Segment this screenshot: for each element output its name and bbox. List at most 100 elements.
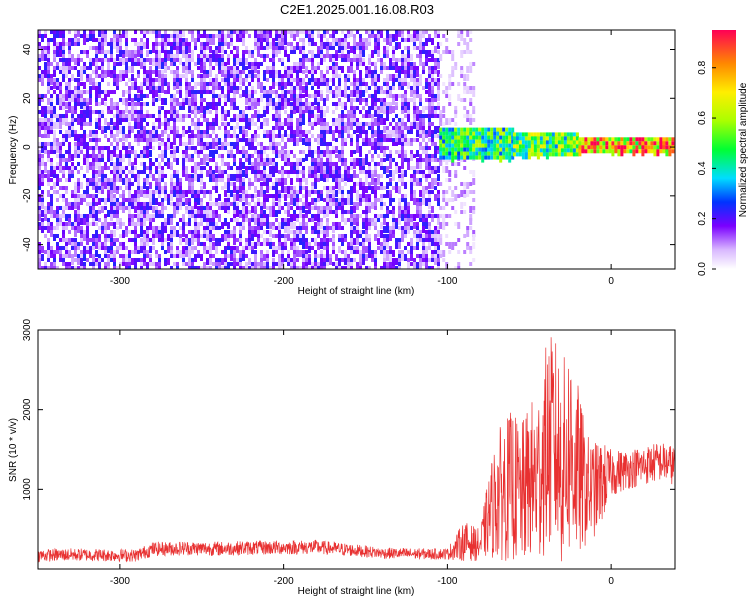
heatmap-cell xyxy=(284,158,287,165)
heatmap-cell xyxy=(89,94,92,98)
heatmap-cell xyxy=(356,158,359,162)
heatmap-cell xyxy=(203,58,206,62)
heatmap-cell xyxy=(275,30,278,34)
heatmap-cell xyxy=(416,238,419,242)
heatmap-cell xyxy=(338,174,341,178)
heatmap-cell xyxy=(281,262,284,266)
heatmap-cell xyxy=(419,162,422,169)
heatmap-cell xyxy=(62,78,65,82)
heatmap-cell xyxy=(65,250,68,254)
heatmap-cell xyxy=(104,42,107,46)
heatmap-cell xyxy=(95,214,98,221)
heatmap-cell xyxy=(167,138,170,142)
heatmap-cell xyxy=(266,110,269,114)
heatmap-cell xyxy=(419,202,422,206)
heatmap-cell xyxy=(383,50,386,54)
heatmap-cell xyxy=(197,110,200,114)
heatmap-cell xyxy=(110,98,113,105)
heatmap-cell xyxy=(308,106,311,113)
heatmap-cell xyxy=(371,118,374,122)
heatmap-cell xyxy=(227,234,230,238)
heatmap-cell xyxy=(188,42,191,46)
heatmap-cell xyxy=(266,178,269,185)
heatmap-cell xyxy=(38,98,41,105)
heatmap-cell xyxy=(362,126,365,130)
heatmap-cell xyxy=(311,198,314,205)
heatmap-cell xyxy=(251,154,254,158)
heatmap-cell xyxy=(185,46,188,53)
heatmap-cell xyxy=(125,178,128,182)
heatmap-cell xyxy=(98,154,101,158)
heatmap-cell xyxy=(401,78,404,82)
heatmap-cell xyxy=(140,190,143,197)
heatmap-cell xyxy=(110,162,113,166)
heatmap-cell xyxy=(224,202,227,206)
heatmap-cell xyxy=(143,246,146,250)
heatmap-cell xyxy=(398,210,401,214)
heatmap-cell xyxy=(326,54,329,58)
heatmap-cell xyxy=(350,90,353,97)
heatmap-cell xyxy=(365,234,368,241)
heatmap-cell xyxy=(68,82,71,89)
heatmap-cell xyxy=(305,74,308,78)
heatmap-cell xyxy=(233,238,236,245)
heatmap-cell xyxy=(383,118,386,125)
heatmap-cell xyxy=(185,170,188,174)
heatmap-cell xyxy=(323,78,326,82)
heatmap-cell xyxy=(356,46,359,50)
heatmap-cell xyxy=(65,118,68,122)
heatmap-cell xyxy=(296,258,299,262)
heatmap-cell xyxy=(383,254,386,261)
heatmap-cell xyxy=(407,258,410,265)
heatmap-cell xyxy=(53,182,56,189)
heatmap-cell xyxy=(290,170,293,174)
heatmap-cell xyxy=(122,158,125,162)
heatmap-cell xyxy=(50,94,53,98)
heatmap-cell xyxy=(404,254,407,261)
heatmap-cell xyxy=(68,58,71,62)
heatmap-cell xyxy=(206,226,209,230)
heatmap-cell xyxy=(287,42,290,46)
heatmap-cell xyxy=(119,50,122,57)
heatmap-cell xyxy=(242,162,245,169)
heatmap-cell xyxy=(173,46,176,50)
heatmap-cell xyxy=(125,186,128,190)
heatmap-cell xyxy=(305,226,308,230)
heatmap-cell xyxy=(50,98,53,102)
heatmap-cell xyxy=(419,34,422,38)
heatmap-cell xyxy=(77,170,80,174)
heatmap-cell xyxy=(74,182,77,186)
heatmap-cell xyxy=(92,258,95,262)
heatmap-cell xyxy=(122,110,125,117)
heatmap-cell xyxy=(230,190,233,197)
heatmap-cell xyxy=(110,154,113,161)
heatmap-cell xyxy=(323,150,326,157)
heatmap-cell xyxy=(80,150,83,154)
heatmap-cell xyxy=(44,150,47,154)
heatmap-cell xyxy=(359,50,362,57)
heatmap-cell xyxy=(350,206,353,210)
heatmap-cell xyxy=(56,246,59,250)
heatmap-cell xyxy=(116,186,119,190)
heatmap-cell xyxy=(374,146,377,153)
heatmap-cell xyxy=(221,114,224,121)
heatmap-cell xyxy=(281,122,284,126)
heatmap-cell xyxy=(176,126,179,130)
heatmap-cell xyxy=(398,186,401,190)
heatmap-cell xyxy=(86,234,89,238)
heatmap-cell xyxy=(290,150,293,154)
heatmap-cell xyxy=(242,218,245,222)
heatmap-cell xyxy=(197,134,200,138)
heatmap-cell xyxy=(128,262,131,269)
heatmap-cell xyxy=(371,78,374,82)
heatmap-cell xyxy=(368,234,371,241)
heatmap-cell xyxy=(278,134,281,138)
heatmap-cell xyxy=(122,194,125,201)
heatmap-cell xyxy=(422,50,425,54)
heatmap-cell xyxy=(191,238,194,245)
heatmap-cell xyxy=(365,194,368,198)
heatmap-cell xyxy=(170,238,173,242)
heatmap-cell xyxy=(278,58,281,62)
heatmap-cell xyxy=(83,198,86,202)
heatmap-cell xyxy=(251,54,254,58)
